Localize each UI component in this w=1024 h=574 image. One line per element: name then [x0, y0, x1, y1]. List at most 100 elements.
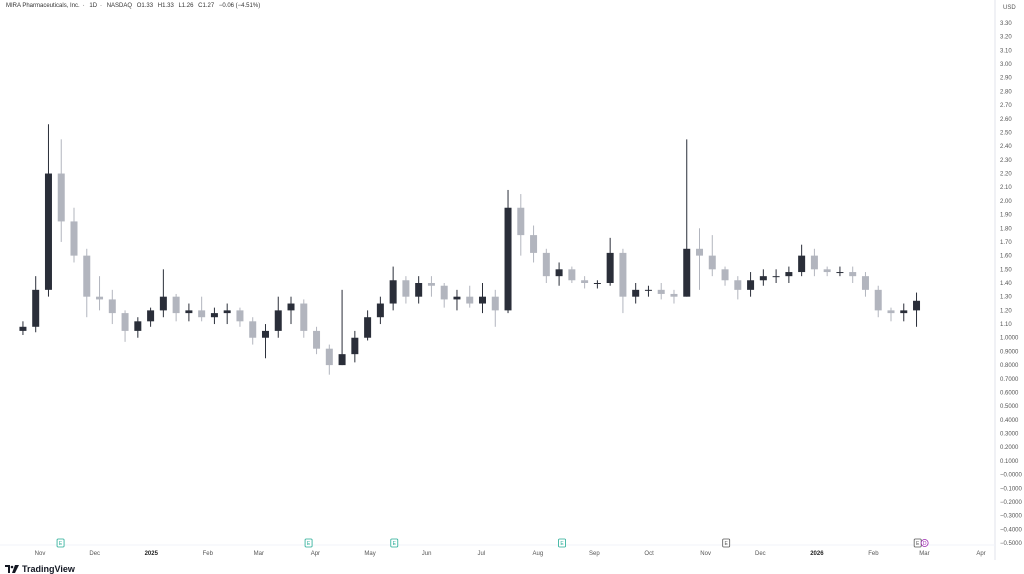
candle — [274, 296, 282, 338]
candle — [478, 283, 486, 314]
candle — [670, 289, 678, 304]
candle — [644, 285, 652, 297]
price-tick-label: 1.30 — [1000, 295, 1012, 301]
price-tick-label: 2.00 — [1000, 199, 1012, 205]
price-tick-label: 3.20 — [1000, 35, 1012, 41]
candle — [172, 293, 180, 322]
candle-body — [364, 317, 372, 338]
earnings-marker-icon — [558, 538, 566, 548]
candle — [785, 266, 793, 283]
price-tick-label: 1.10 — [1000, 322, 1012, 328]
candle — [198, 296, 206, 322]
candle-body — [389, 280, 397, 304]
candle — [185, 303, 193, 322]
high-value: H1.33 — [157, 3, 174, 9]
candle-body — [83, 255, 91, 297]
price-tick-label: 1.60 — [1000, 254, 1012, 260]
time-tick-label: Nov — [700, 551, 711, 557]
candle — [287, 296, 295, 325]
price-axis[interactable]: 3.30 3.20 3.10 3.00 2.90 2.80 2.70 2.60 2.50 2.40… — [1000, 21, 1023, 547]
candle-body — [121, 313, 129, 331]
earnings_upcoming-marker: E — [722, 538, 731, 548]
candle-body — [568, 269, 576, 281]
candle — [83, 248, 91, 318]
candle-body — [772, 276, 780, 278]
candle — [708, 235, 716, 277]
candle — [19, 321, 27, 335]
candle — [427, 276, 435, 297]
candle — [415, 276, 423, 304]
candle-body — [759, 276, 767, 281]
candle-body — [249, 321, 257, 338]
candle — [619, 248, 627, 314]
candle — [721, 266, 729, 286]
candle-body — [785, 272, 793, 277]
candle — [836, 266, 844, 277]
price-tick-label: −0.1000 — [1000, 486, 1023, 492]
time-tick-label: Nov — [35, 551, 46, 557]
earnings-marker: E — [304, 538, 313, 548]
dividend-marker-icon — [920, 539, 929, 547]
price-tick-label: −0.4000 — [1000, 527, 1023, 533]
time-tick-label: Mar — [919, 551, 929, 557]
candle-body — [236, 310, 244, 322]
candle — [657, 283, 665, 300]
candle-body — [644, 289, 652, 291]
currency-label[interactable]: USD — [1003, 5, 1016, 11]
candle-body — [376, 303, 384, 318]
price-tick-label: 3.10 — [1000, 48, 1012, 54]
time-tick-label: Jul — [477, 551, 485, 557]
candle-body — [313, 330, 321, 349]
candle — [861, 272, 869, 297]
candle-body — [874, 289, 882, 311]
symbol-name[interactable]: MIRA Pharmaceuticals, Inc. — [6, 3, 80, 9]
time-tick-label: Dec — [89, 551, 100, 557]
candle — [542, 248, 550, 283]
candle-body — [593, 283, 601, 284]
time-tick-label: 2026 — [810, 551, 824, 557]
candle — [32, 276, 40, 333]
candle-body — [96, 296, 104, 300]
candle — [798, 244, 806, 277]
time-tick-label: Feb — [203, 551, 214, 557]
candle — [440, 283, 448, 308]
price-tick-label: 2.40 — [1000, 144, 1012, 150]
event-marker-label: E — [725, 541, 729, 547]
candle — [376, 296, 384, 325]
time-tick-label: 2025 — [145, 551, 159, 557]
time-tick-label: Feb — [868, 551, 879, 557]
earnings_upcoming-marker: E — [913, 538, 922, 548]
candle-body — [670, 293, 678, 297]
event-marker-label: E — [560, 541, 564, 547]
candle — [236, 307, 244, 327]
dividend-marker: D — [920, 539, 929, 547]
interval[interactable]: 1D — [89, 3, 98, 9]
event-marker-label: E — [916, 541, 920, 547]
candle — [504, 189, 512, 314]
price-tick-label: 1.90 — [1000, 213, 1012, 219]
price-tick-label: −0.3000 — [1000, 514, 1023, 520]
price-tick-label: 1.80 — [1000, 226, 1012, 232]
change-value: −0.06 (−4.51%) — [218, 3, 261, 9]
candle-body — [261, 330, 269, 338]
candle-body — [19, 326, 27, 331]
time-tick-label: Aug — [533, 551, 544, 557]
candle-body — [415, 283, 423, 297]
candle-body — [44, 173, 52, 290]
candle-body — [159, 296, 167, 311]
tradingview-logo-icon — [5, 565, 19, 573]
price-tick-label: 1.40 — [1000, 281, 1012, 287]
tradingview-logo[interactable]: TradingView — [5, 564, 75, 574]
time-axis[interactable]: Nov Dec 2025 Feb Mar Apr May Jun Jul Aug Sep Oct Nov… — [35, 551, 986, 557]
price-tick-label: 3.00 — [1000, 62, 1012, 68]
symbol-legend: MIRA Pharmaceuticals, Inc. · 1D · NASDAQ O… — [6, 3, 261, 9]
candle — [70, 207, 78, 263]
candle-body — [198, 310, 206, 318]
candle-body — [504, 207, 512, 311]
candle-body — [478, 296, 486, 304]
candle-body — [453, 296, 461, 300]
earnings-marker: E — [56, 538, 65, 548]
price-tick-label: 2.80 — [1000, 89, 1012, 95]
